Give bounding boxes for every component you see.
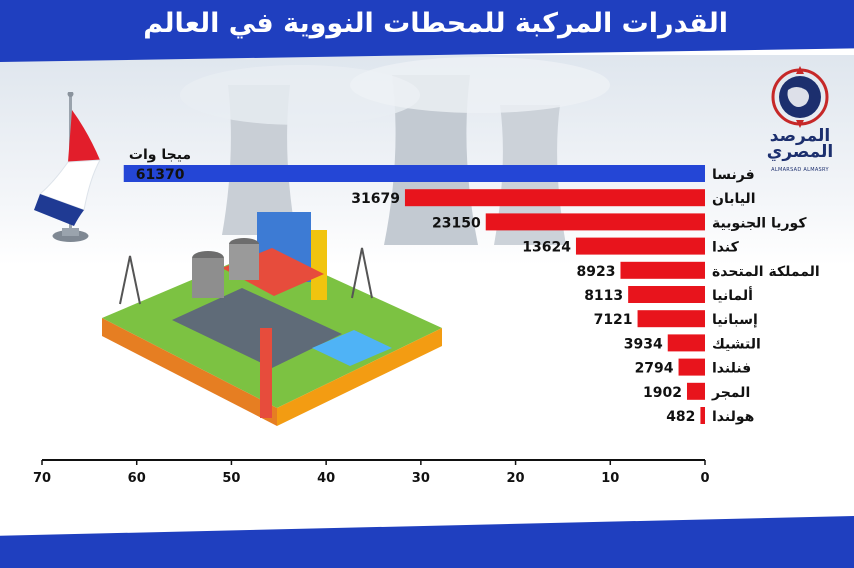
logo-subtitle: ALMARSAD ALMASRY bbox=[771, 167, 829, 173]
tick-label-6: 60 bbox=[128, 471, 146, 486]
tick-label-1: 10 bbox=[601, 471, 619, 486]
bar-7 bbox=[667, 334, 705, 352]
bar-8 bbox=[678, 358, 705, 376]
tick-label-4: 40 bbox=[317, 471, 335, 486]
category-label-6: إسبانيا bbox=[712, 312, 758, 328]
category-label-5: ألمانيا bbox=[712, 286, 753, 304]
france-flag-icon bbox=[34, 92, 101, 242]
tick-label-7: 70 bbox=[33, 471, 51, 486]
value-label-0: 61370 bbox=[136, 167, 185, 183]
bar-6 bbox=[637, 310, 705, 328]
category-label-8: فنلندا bbox=[712, 361, 751, 377]
bar-10 bbox=[700, 407, 705, 424]
value-label-3: 13624 bbox=[522, 240, 571, 256]
tick-label-2: 20 bbox=[507, 471, 525, 486]
tick-label-5: 50 bbox=[222, 471, 240, 486]
bar-5 bbox=[628, 286, 705, 303]
bar-0 bbox=[123, 165, 706, 182]
unit-label: ميجا وات bbox=[129, 147, 191, 163]
page-title: القدرات المركبة للمحطات النووية في العال… bbox=[143, 8, 728, 39]
power-plant-illustration bbox=[102, 212, 442, 426]
category-label-1: اليابان bbox=[712, 191, 756, 207]
logo-name: المرصد المصري bbox=[766, 126, 834, 162]
tick-label-0: 0 bbox=[700, 471, 709, 486]
bars-group: 61370 فرنسا 31679 اليابان 23150 كوريا الجنوبي… bbox=[123, 165, 820, 425]
bar-2 bbox=[485, 213, 705, 231]
category-label-0: فرنسا bbox=[712, 167, 755, 183]
category-label-2: كوريا الجنوبية bbox=[712, 215, 807, 231]
value-label-2: 23150 bbox=[432, 215, 481, 231]
globe-logo-icon bbox=[771, 66, 829, 128]
bar-9 bbox=[686, 382, 705, 400]
category-label-3: كندا bbox=[712, 240, 740, 256]
bar-4 bbox=[620, 261, 705, 279]
category-label-4: المملكة المتحدة bbox=[712, 264, 820, 280]
header-banner: القدرات المركبة للمحطات النووية في العال… bbox=[0, 0, 854, 62]
value-label-10: 482 bbox=[666, 409, 695, 425]
tick-label-3: 30 bbox=[412, 471, 430, 486]
category-label-7: التشيك bbox=[712, 336, 761, 352]
value-label-9: 1902 bbox=[643, 385, 682, 401]
logo: المرصد المصري ALMARSAD ALMASRY bbox=[762, 66, 838, 182]
background-cooling-towers bbox=[0, 55, 854, 265]
value-label-6: 7121 bbox=[594, 312, 633, 328]
category-label-10: هولندا bbox=[712, 409, 754, 425]
value-label-5: 8113 bbox=[584, 288, 623, 304]
value-label-8: 2794 bbox=[635, 361, 674, 377]
category-label-9: المجر bbox=[711, 385, 750, 401]
x-axis-ticks: 0 10 20 30 40 50 60 70 bbox=[33, 460, 710, 486]
value-label-1: 31679 bbox=[351, 191, 400, 207]
value-label-7: 3934 bbox=[624, 336, 663, 352]
bar-3 bbox=[575, 237, 705, 255]
bar-1 bbox=[404, 189, 705, 207]
value-label-4: 8923 bbox=[577, 264, 616, 280]
